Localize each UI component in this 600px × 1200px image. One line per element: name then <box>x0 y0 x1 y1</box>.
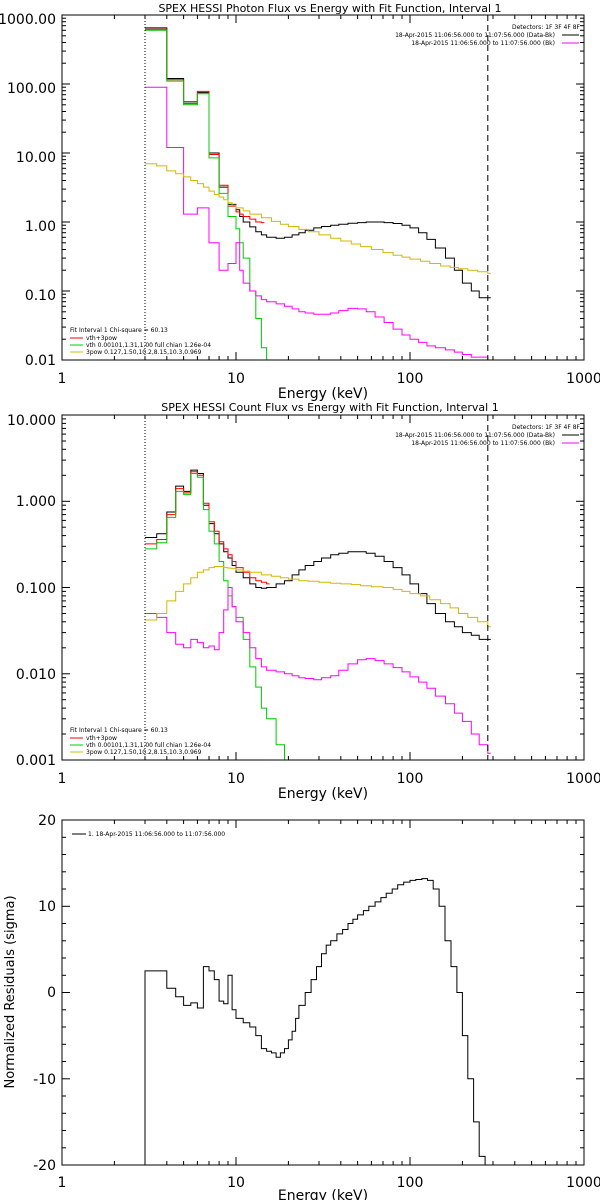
count-flux-x-tick-1000: 1000 <box>566 771 600 787</box>
photon-flux-y-tick-1000.00: 1000.00 <box>0 12 56 28</box>
photon-flux-legend-time-1: 18-Apr-2015 11:06:56.000 to 11:07:56.000… <box>395 32 555 39</box>
count-flux-series-red <box>145 471 270 585</box>
count-flux-fit-legend-header: Fit Interval 1 Chi-square = 60.13 <box>70 727 168 734</box>
count-flux-title: SPEX HESSI Count Flux vs Energy with Fit… <box>161 401 498 414</box>
count-flux-series-yellow <box>145 566 491 628</box>
residuals-y-tick-minus20: -20 <box>33 1158 56 1174</box>
photon-flux-series-green <box>145 29 270 361</box>
count-flux-y-tick-10.000: 10.000 <box>7 413 56 429</box>
photon-flux-y-tick-0.01: 0.01 <box>25 353 56 369</box>
count-flux-x-tick-100: 100 <box>397 771 424 787</box>
count-flux-y-tick-1.000: 1.000 <box>16 494 56 510</box>
residuals-x-tick-10: 10 <box>227 1175 245 1191</box>
photon-flux-detectors-label: Detectors: 1F 3F 4F 8F <box>512 24 581 31</box>
count-flux-legend-time-2: 18-Apr-2015 11:06:56.000 to 11:07:56.000… <box>411 440 555 447</box>
residuals-x-tick-1000: 1000 <box>566 1175 600 1191</box>
count-flux-series-green <box>145 473 296 761</box>
residuals-series-group <box>144 878 491 1166</box>
residuals-legend-entry: 1. 18-Apr-2015 11:06:56.000 to 11:07:56.… <box>88 831 225 838</box>
count-flux-vlines <box>144 415 489 760</box>
residuals-x-tick-1: 1 <box>58 1175 67 1191</box>
residuals-y-tick-10: 10 <box>38 899 56 915</box>
residuals-y-tick-0: 0 <box>47 985 56 1001</box>
photon-flux-title: SPEX HESSI Photon Flux vs Energy with Fi… <box>158 2 501 15</box>
residuals-x-tick-100: 100 <box>397 1175 424 1191</box>
count-flux-fit-legend-total: vth+3pow <box>86 735 117 742</box>
count-flux-fit-legend-3pow: 3pow 0.127,1.50,10.2,8.15,10.3,0.969 <box>86 749 202 756</box>
photon-flux-legend-time-2: 18-Apr-2015 11:06:56.000 to 11:07:56.000… <box>411 40 555 47</box>
photon-flux-y-tick-1.00: 1.00 <box>25 219 56 235</box>
photon-flux-x-axis-label: Energy (keV) <box>278 386 368 402</box>
count-flux-legend-time-1: 18-Apr-2015 11:06:56.000 to 11:07:56.000… <box>395 432 555 439</box>
count-flux-series-black <box>145 469 491 640</box>
residuals-x-axis-label: Energy (keV) <box>278 1188 368 1200</box>
photon-flux-series-magenta <box>145 86 491 361</box>
photon-flux-panel: SPEX HESSI Photon Flux vs Energy with Fi… <box>0 2 600 402</box>
residuals-ticks <box>61 819 584 1166</box>
count-flux-x-axis-label: Energy (keV) <box>278 786 368 802</box>
photon-flux-ticks <box>61 15 584 361</box>
residuals-series-black <box>144 878 491 1166</box>
photon-flux-fit-legend-3pow: 3pow 0.127,1.50,10.2,8.15,10.3,0.969 <box>86 349 202 356</box>
count-flux-fit-legend-vth: vth 0.00101,1.31,1.00 full chian 1.26e-0… <box>86 742 211 749</box>
count-flux-ticks <box>61 415 584 761</box>
residuals-y-axis-label: Normalized Residuals (sigma) <box>3 895 18 1088</box>
photon-flux-x-tick-1: 1 <box>58 371 67 387</box>
photon-flux-plot-frame <box>61 14 585 361</box>
photon-flux-fit-legend-vth: vth 0.00101,1.31,1.00 full chian 1.26e-0… <box>86 342 211 349</box>
photon-flux-x-tick-100: 100 <box>397 371 424 387</box>
photon-flux-vlines <box>144 15 489 360</box>
photon-flux-series-black <box>145 27 491 299</box>
photon-flux-y-tick-10.00: 10.00 <box>16 150 56 166</box>
count-flux-series-group <box>145 469 491 761</box>
count-flux-x-tick-1: 1 <box>58 771 67 787</box>
count-flux-panel: SPEX HESSI Count Flux vs Energy with Fit… <box>7 401 600 802</box>
residuals-y-tick-minus10: -10 <box>33 1072 56 1088</box>
photon-flux-x-tick-10: 10 <box>227 371 245 387</box>
photon-flux-fit-legend-header: Fit Interval 1 Chi-square = 60.13 <box>70 327 168 334</box>
residuals-panel: 1 10 100 1000 Energy (keV) -20 -10 0 10 … <box>3 813 600 1200</box>
count-flux-detectors-label: Detectors: 1F 3F 4F 8F <box>512 424 581 431</box>
count-flux-y-tick-0.100: 0.100 <box>16 581 56 597</box>
photon-flux-y-tick-0.10: 0.10 <box>25 288 56 304</box>
photon-flux-y-tick-100.00: 100.00 <box>7 81 56 97</box>
count-flux-series-magenta <box>145 587 491 754</box>
residuals-y-tick-20: 20 <box>38 813 56 829</box>
count-flux-y-tick-0.001: 0.001 <box>16 753 56 769</box>
photon-flux-series-group <box>145 27 491 361</box>
photon-flux-fit-legend-total: vth+3pow <box>86 335 117 342</box>
photon-flux-x-tick-1000: 1000 <box>566 371 600 387</box>
count-flux-y-tick-0.010: 0.010 <box>16 667 56 683</box>
count-flux-x-tick-10: 10 <box>227 771 245 787</box>
photon-flux-series-yellow <box>145 163 491 274</box>
